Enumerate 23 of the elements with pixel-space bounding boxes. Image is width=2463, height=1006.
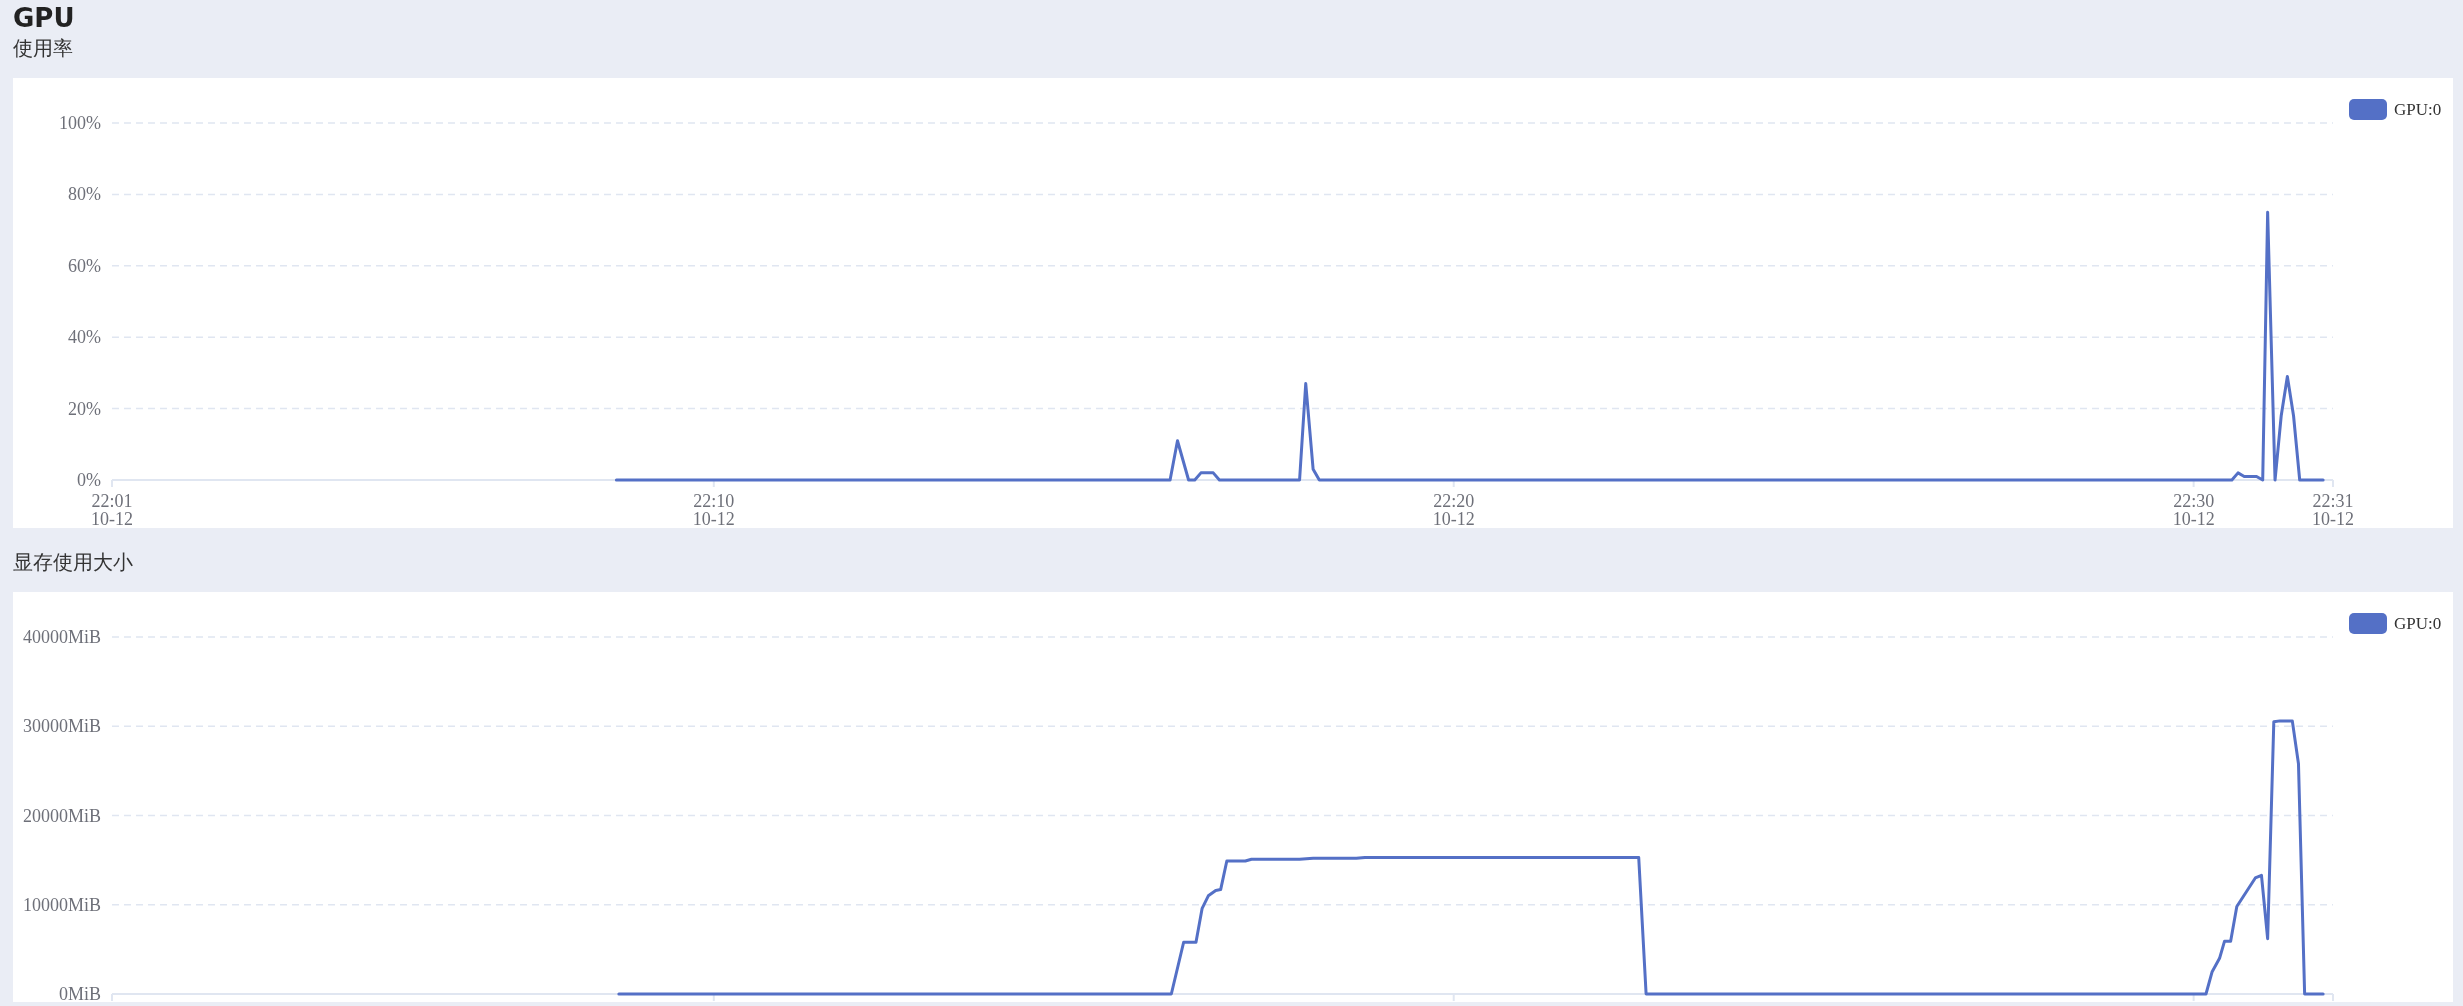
- x-tick-label: 22:20 10-12: [1432, 491, 1475, 529]
- y-tick-label: 80%: [68, 184, 101, 205]
- legend-label: GPU:0: [2394, 100, 2442, 119]
- x-tick-label: 22:01 10-12: [91, 491, 133, 529]
- y-tick-label: 20%: [68, 398, 101, 419]
- y-tick-label: 100%: [59, 113, 101, 133]
- y-tick-label: 30000MiB: [23, 716, 101, 737]
- y-tick-label: 20000MiB: [23, 805, 101, 826]
- y-tick-label: 40%: [68, 327, 101, 348]
- legend-item: GPU:0: [2349, 99, 2442, 120]
- title: GPU: [13, 3, 75, 33]
- y-tick-label: 0%: [77, 470, 101, 490]
- legend-item: GPU:0: [2349, 613, 2442, 634]
- y-tick-label: 60%: [68, 255, 101, 276]
- x-tick-label: 22:30 10-12: [2172, 491, 2215, 529]
- x-tick-label: 22:10 10-12: [692, 491, 735, 529]
- y-tick-label: 10000MiB: [23, 894, 101, 915]
- y-tick-label: 0MiB: [59, 984, 101, 1004]
- subtitle: 使用率: [13, 36, 73, 60]
- y-tick-label: 40000MiB: [23, 627, 101, 647]
- title: 显存使用大小: [13, 550, 133, 574]
- legend-label: GPU:0: [2394, 614, 2442, 633]
- x-tick-label: 22:31 10-12: [2312, 491, 2354, 529]
